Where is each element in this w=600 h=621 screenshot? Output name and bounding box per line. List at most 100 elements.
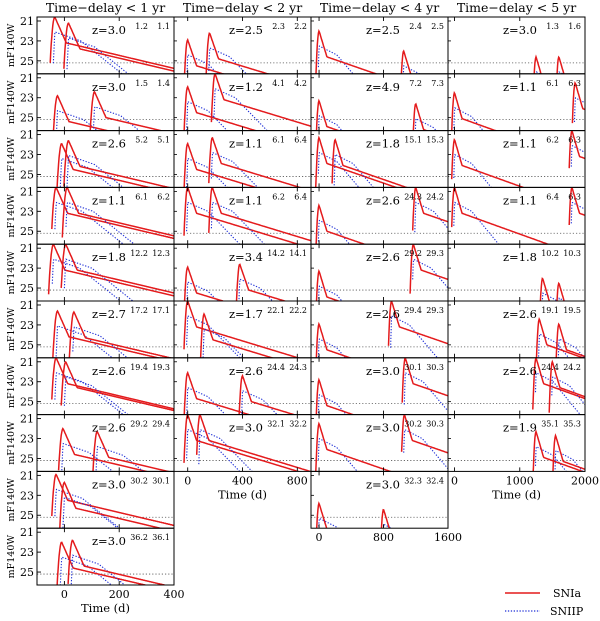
redshift-label: z=3.0	[92, 23, 126, 37]
snia-curve	[235, 263, 288, 301]
snia-curve	[49, 17, 174, 70]
magnification-label: 32.2	[289, 420, 307, 429]
panel: z=2.6 19.1 19.5	[447, 300, 586, 359]
magnification-label: 6.2	[546, 136, 559, 145]
panel: z=3.4 14.2 14.1	[173, 243, 312, 302]
magnification-label: 1.3	[546, 22, 559, 31]
sniip-curve	[202, 328, 245, 358]
snia-curve	[314, 135, 399, 188]
snia-curve	[205, 32, 271, 74]
panel: z=1.1 6.1 6.4	[173, 130, 312, 188]
x-tick-label: 0	[184, 474, 191, 487]
snia-curve	[331, 138, 409, 188]
redshift-label: z=2.6	[366, 193, 400, 207]
sniip-curve	[210, 151, 259, 188]
snia-curve	[57, 427, 150, 472]
sniip-curve	[61, 442, 114, 472]
snia-curve	[556, 281, 565, 301]
snia-curve	[183, 141, 259, 188]
magnification-label: 32.4	[426, 476, 444, 485]
redshift-label: z=3.0	[92, 534, 126, 548]
redshift-label: z=3.0	[92, 80, 126, 94]
magnification-label: 6.3	[568, 192, 581, 201]
sniip-curve	[412, 258, 448, 289]
y-tick-label: 25	[20, 509, 34, 522]
magnification-label: 29.2	[404, 249, 422, 258]
magnification-label: 30.1	[404, 363, 422, 372]
magnification-label: 14.2	[267, 249, 285, 258]
redshift-label: z=2.5	[229, 23, 263, 37]
magnification-label: 1.2	[135, 22, 148, 31]
y-tick-label: 21	[20, 356, 34, 369]
panel: z=3.0 1.3 1.6	[447, 16, 586, 75]
x-tick-label: 2000	[571, 474, 599, 487]
snia-curve	[532, 357, 585, 410]
panel-plot-area	[174, 263, 311, 301]
y-tick-label: 23	[20, 376, 34, 389]
magnification-label: 29.3	[426, 306, 444, 315]
snia-curve	[401, 357, 448, 403]
magnification-label: 6.4	[546, 192, 559, 201]
legend-snia-label: SNIa	[553, 587, 582, 600]
redshift-label: z=3.0	[229, 421, 263, 435]
snia-curve	[52, 94, 111, 131]
magnification-label: 17.2	[130, 306, 148, 315]
panel: z=3.0 30.1 30.3	[310, 357, 449, 416]
panel-plot-area	[174, 73, 311, 131]
magnification-label: 7.3	[431, 79, 444, 88]
panel-plot-area	[37, 357, 174, 415]
sniip-curve	[573, 97, 585, 123]
y-tick-label: 23	[20, 489, 34, 502]
magnification-label: 30.2	[404, 420, 422, 429]
magnification-label: 14.1	[289, 249, 307, 258]
snia-curve	[571, 80, 585, 124]
panel-plot-area	[174, 136, 311, 188]
panel-plot-area	[311, 357, 448, 415]
magnification-label: 12.2	[130, 249, 148, 258]
magnification-label: 5.1	[157, 136, 170, 145]
snia-curve	[52, 309, 161, 358]
y-tick-label: 23	[20, 92, 34, 105]
panel-plot-area	[311, 135, 448, 188]
redshift-label: z=2.6	[92, 364, 126, 378]
redshift-label: z=1.7	[229, 307, 263, 321]
sniip-curve	[186, 386, 226, 415]
magnification-label: 15.1	[404, 136, 422, 145]
redshift-label: z=1.2	[229, 80, 263, 94]
redshift-label: z=2.6	[366, 307, 400, 321]
magnification-label: 19.3	[152, 363, 170, 372]
panel: z=2.6 24.3 24.2	[310, 186, 449, 245]
panel-plot-area	[37, 187, 174, 245]
panel: z=1.9 35.1 35.3 0 1000 2000 Time (d)	[447, 414, 599, 501]
sniip-curve	[198, 428, 253, 472]
magnification-label: 6.4	[294, 192, 307, 201]
panel-column: Time−delay < 2 yrz=2.5 2.3 2.2z=1.2 4.1 4.2z…	[173, 0, 312, 501]
magnification-label: 35.1	[541, 420, 559, 429]
redshift-label: z=3.0	[503, 23, 537, 37]
snia-curve	[47, 244, 174, 297]
panel-plot-area	[174, 301, 311, 358]
y-tick-label: 23	[20, 149, 34, 162]
magnification-label: 2.4	[409, 22, 422, 31]
magnification-label: 1.5	[135, 79, 148, 88]
sniip-curve	[92, 106, 141, 131]
y-axis-label: mF140W	[6, 80, 17, 124]
x-tick-label: 400	[232, 474, 253, 487]
y-tick-label: 23	[20, 262, 34, 275]
magnification-label: 1.1	[157, 22, 170, 31]
snia-curve	[67, 539, 168, 586]
redshift-label: z=1.8	[92, 250, 126, 264]
snia-curve	[315, 202, 367, 245]
column-title: Time−delay < 2 yr	[183, 0, 302, 15]
magnification-label: 22.2	[289, 306, 307, 315]
y-tick-label: 25	[20, 168, 34, 181]
magnification-label: 35.3	[563, 420, 581, 429]
redshift-label: z=2.7	[92, 307, 126, 321]
x-axis-title: Time (d)	[492, 487, 541, 501]
snia-curve	[210, 73, 311, 127]
magnification-label: 22.1	[267, 306, 285, 315]
magnification-label: 29.2	[130, 420, 148, 429]
